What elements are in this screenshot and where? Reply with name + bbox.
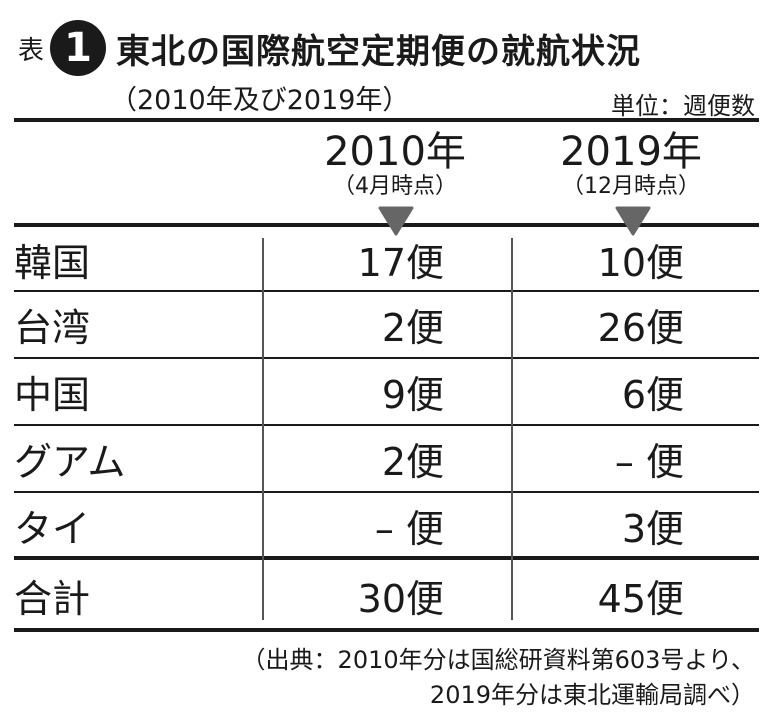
source-note: （出典：2010年分は国総研資料第603号より、 2019年分は東北運輸局調べ） xyxy=(242,640,755,710)
value-2019: 26便 xyxy=(597,305,684,350)
down-marker-icon xyxy=(378,206,414,236)
table-subtitle: （2010年及び2019年） xyxy=(110,85,410,116)
value-2019: 3便 xyxy=(621,506,684,551)
column-note: （12月時点） xyxy=(562,174,700,199)
row-divider xyxy=(14,357,759,359)
row-divider xyxy=(14,290,759,292)
value-2010: 17便 xyxy=(357,240,444,285)
column-year: 2019年 xyxy=(560,129,702,175)
row-label: グアム xyxy=(14,439,126,484)
down-marker-icon xyxy=(615,206,651,236)
table-row: グアム 2便 – 便 xyxy=(14,427,759,489)
column-note: （4月時点） xyxy=(333,174,457,199)
value-2010: – 便 xyxy=(374,506,444,551)
value-2010: 9便 xyxy=(381,372,444,417)
column-header-2019: 2019年 （12月時点） xyxy=(516,130,746,200)
source-line: 2019年分は東北運輸局調べ） xyxy=(429,681,755,709)
row-label: 中国 xyxy=(14,372,91,417)
value-2019: 6便 xyxy=(621,372,684,417)
table-row: タイ – 便 3便 xyxy=(14,494,759,556)
column-year: 2010年 xyxy=(324,129,466,175)
table-row: 韓国 17便 10便 xyxy=(14,228,759,290)
table-row: 中国 9便 6便 xyxy=(14,360,759,422)
value-2019: 10便 xyxy=(597,240,684,285)
row-label: 韓国 xyxy=(14,240,91,285)
top-rule xyxy=(14,118,759,122)
source-line: （出典：2010年分は国総研資料第603号より、 xyxy=(241,646,755,674)
table-row: 台湾 2便 26便 xyxy=(14,293,759,355)
value-2019: – 便 xyxy=(614,439,684,484)
total-2019: 45便 xyxy=(597,576,684,621)
total-rule xyxy=(14,556,759,560)
row-label: 台湾 xyxy=(14,305,91,350)
total-2010: 30便 xyxy=(357,576,444,621)
table-number-badge: 1 xyxy=(50,20,107,76)
total-label: 合計 xyxy=(14,576,91,621)
table-prefix: 表 xyxy=(18,35,45,66)
value-2010: 2便 xyxy=(381,305,444,350)
table-caption: 表 1 東北の国際航空定期便の就航状況 xyxy=(18,18,641,78)
unit-label: 単位：週便数 xyxy=(611,92,755,120)
row-divider xyxy=(14,491,759,493)
row-label: タイ xyxy=(14,506,91,551)
column-divider xyxy=(511,238,513,620)
value-2010: 2便 xyxy=(381,439,444,484)
header-rule xyxy=(14,223,759,227)
column-header-2010: 2010年 （4月時点） xyxy=(280,130,510,200)
bottom-rule xyxy=(14,628,759,632)
table-title: 東北の国際航空定期便の就航状況 xyxy=(116,31,642,72)
total-row: 合計 30便 45便 xyxy=(14,564,759,626)
row-divider xyxy=(14,424,759,426)
column-divider xyxy=(262,238,264,620)
